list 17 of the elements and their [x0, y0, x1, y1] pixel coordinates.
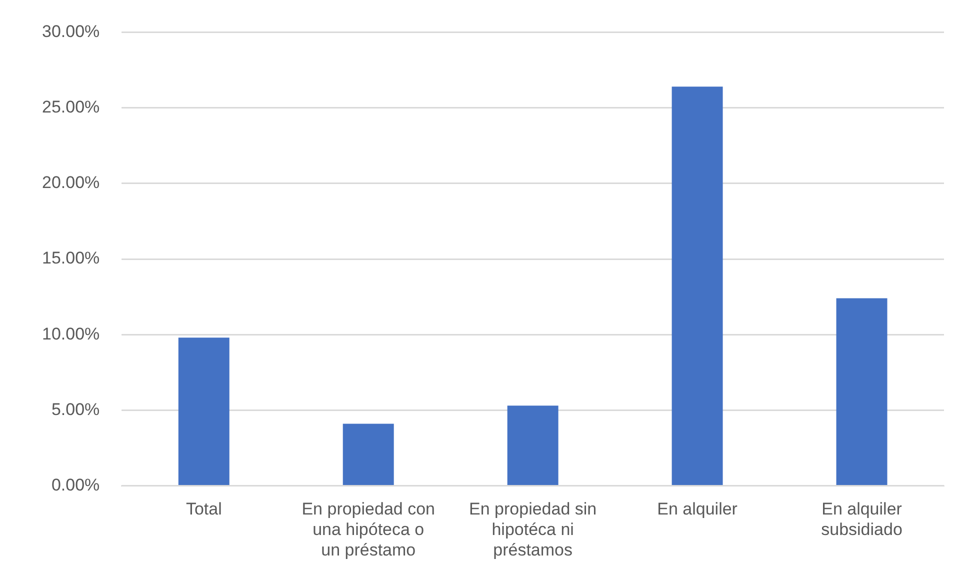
- y-tick-label: 20.00%: [42, 173, 100, 192]
- y-tick-label: 30.00%: [42, 22, 100, 41]
- y-tick-label: 25.00%: [42, 97, 100, 116]
- bar: [342, 424, 394, 486]
- x-tick-label: Total: [186, 500, 222, 519]
- y-tick-label: 15.00%: [42, 248, 100, 268]
- bar: [836, 298, 888, 486]
- bar: [507, 406, 558, 486]
- y-tick-label: 5.00%: [51, 400, 100, 419]
- x-tick-label: En alquiler: [657, 500, 738, 519]
- x-tick-label: En propiedad con una hipóteca o un préstamo: [302, 500, 435, 560]
- y-tick-label: 0.00%: [51, 475, 100, 494]
- x-tick-label: En propiedad sin hipotéca ni préstamos: [469, 500, 597, 560]
- bar: [178, 338, 230, 486]
- y-tick-label: 10.00%: [42, 324, 100, 344]
- bar: [672, 86, 723, 486]
- x-tick-label: En alquiler subsidiado: [821, 500, 902, 540]
